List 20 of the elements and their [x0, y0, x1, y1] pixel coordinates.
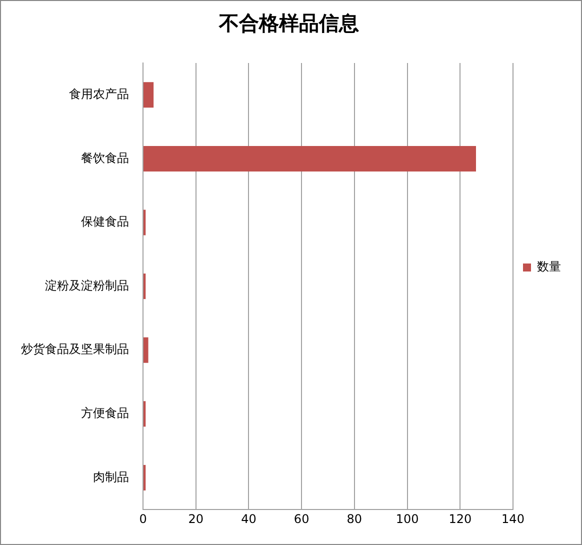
- x-tick-label: 60: [294, 512, 310, 526]
- y-tick-label: 淀粉及淀粉制品: [45, 278, 129, 292]
- x-tick-label: 80: [346, 512, 362, 526]
- chart-title: 不合格样品信息: [218, 11, 359, 36]
- y-tick-label: 食用农产品: [69, 87, 129, 102]
- x-tick-label: 20: [188, 512, 204, 526]
- y-tick-label: 炒货食品及坚果制品: [21, 342, 129, 356]
- legend-label: 数量: [537, 260, 561, 274]
- x-tick-label: 120: [448, 512, 472, 526]
- x-tick-label: 100: [396, 512, 419, 526]
- bar: [144, 337, 148, 363]
- y-tick-label: 方便食品: [81, 406, 129, 420]
- x-tick-label: 0: [139, 512, 147, 526]
- y-tick-label: 保健食品: [81, 214, 129, 229]
- bar: [144, 82, 154, 108]
- x-tick-label: 140: [502, 512, 524, 526]
- x-tick-label: 40: [241, 512, 256, 526]
- y-tick-label: 肉制品: [93, 470, 129, 484]
- y-tick-label: 餐饮食品: [81, 150, 129, 165]
- bar: [144, 146, 476, 172]
